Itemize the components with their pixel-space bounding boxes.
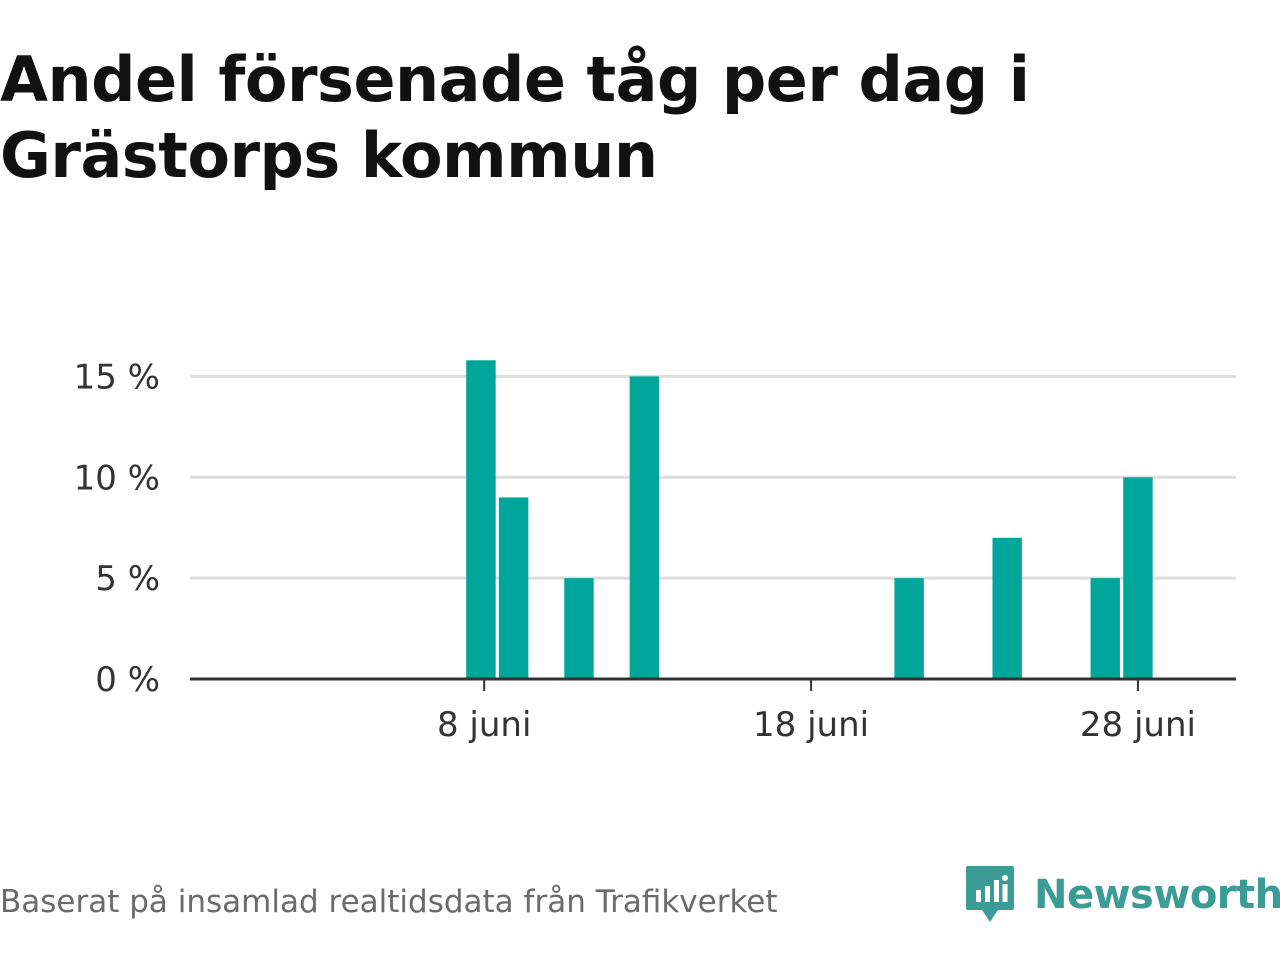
y-tick-label: 5 % <box>95 559 160 599</box>
brand-name: Newsworthy <box>1034 872 1280 918</box>
bar <box>564 578 594 679</box>
grid-lines <box>190 374 1236 580</box>
axes: 0 % 5 % 10 % 15 % 8 juni 18 juni 28 juni <box>74 357 1236 745</box>
bar <box>629 376 660 679</box>
source-note: Baserat på insamlad realtidsdata från Tr… <box>0 884 778 920</box>
brand[interactable]: Newsworthy <box>964 864 1280 926</box>
x-tick-label: 18 juni <box>753 705 869 745</box>
bar <box>498 497 529 679</box>
y-tick-label: 10 % <box>74 458 160 498</box>
bar <box>992 537 1022 679</box>
bar <box>466 360 496 679</box>
x-tick-label: 8 juni <box>437 705 531 745</box>
chart-title: Andel försenade tåg per dag i Grästorps … <box>0 43 1030 192</box>
bar <box>1123 477 1153 679</box>
x-tick-label: 28 juni <box>1080 705 1196 745</box>
bar-series <box>466 360 1153 679</box>
bar <box>894 578 924 679</box>
bar <box>1090 578 1120 679</box>
y-tick-label: 15 % <box>74 357 160 397</box>
y-tick-label: 0 % <box>95 660 160 700</box>
newsworthy-logo-icon <box>966 866 1014 922</box>
